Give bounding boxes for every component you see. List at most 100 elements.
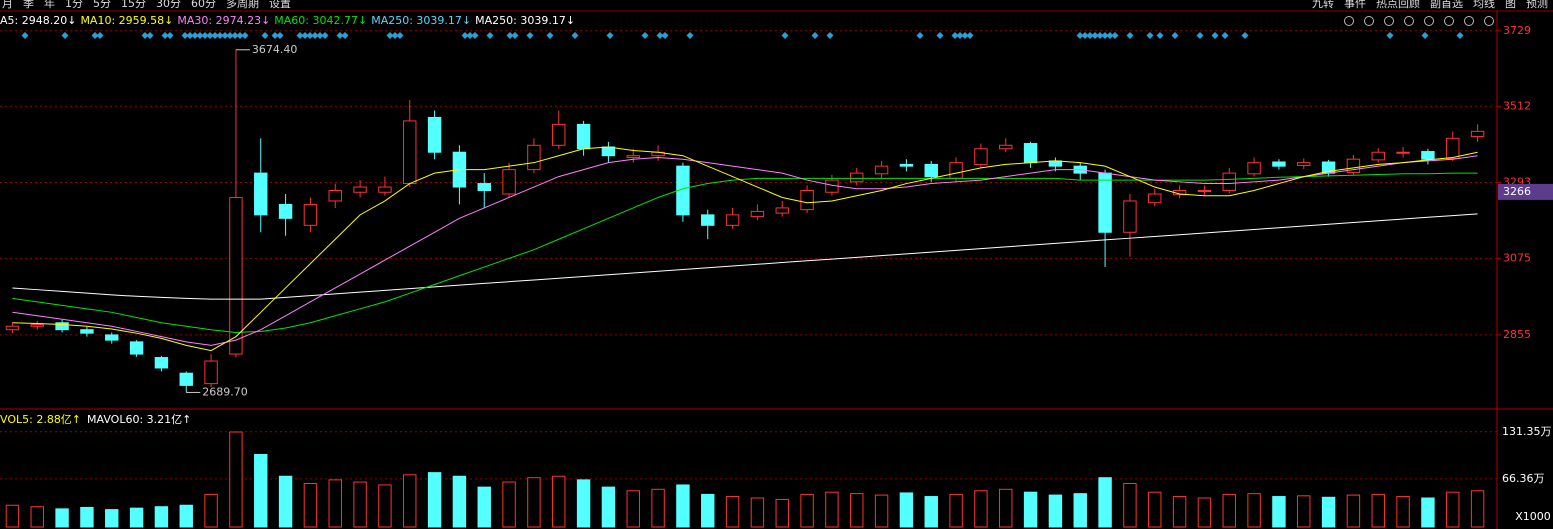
toolbar-button[interactable]: 多周期 — [226, 0, 259, 10]
volume-bar — [328, 479, 342, 528]
toolbar-button[interactable]: 预测 — [1526, 0, 1548, 10]
volume-bar — [1222, 493, 1236, 528]
candle-body — [129, 341, 144, 355]
candle-body — [701, 214, 715, 226]
signal-marker — [1111, 32, 1119, 39]
signal-marker — [391, 32, 399, 39]
volume-bar — [229, 431, 243, 528]
signal-marker — [1091, 32, 1099, 39]
toolbar-button[interactable]: 15分 — [121, 0, 146, 10]
volume-bar — [974, 490, 988, 528]
signal-marker — [546, 32, 554, 39]
candle-body — [1297, 162, 1311, 166]
y-tick-label: 3729 — [1503, 24, 1531, 37]
signal-marker — [311, 32, 319, 39]
volume-bar — [999, 488, 1013, 528]
y-tick-label: 2855 — [1503, 328, 1531, 341]
volume-bar — [651, 488, 665, 528]
signal-marker — [1156, 32, 1164, 39]
toolbar-button[interactable]: 九转 — [1312, 0, 1334, 10]
volume-bar — [204, 493, 218, 528]
volume-bar — [278, 475, 293, 528]
volume-bar — [1073, 493, 1087, 528]
signal-marker — [951, 32, 959, 39]
volume-bar — [80, 506, 94, 528]
volume-bar — [899, 492, 914, 528]
toolbar-button[interactable]: 图 — [1505, 0, 1516, 10]
signal-marker — [61, 32, 69, 39]
candle-body — [278, 203, 293, 219]
volume-bar — [303, 483, 318, 528]
tool-icon[interactable] — [1384, 16, 1394, 26]
volume-bar — [1321, 496, 1336, 528]
candle-body — [1272, 161, 1286, 167]
toolbar-button[interactable]: 1分 — [65, 0, 83, 10]
signal-marker — [321, 32, 329, 39]
volume-bar — [1023, 491, 1038, 528]
signal-marker — [506, 32, 514, 39]
candle-body — [229, 196, 243, 355]
volume-unit: X1000 — [1515, 510, 1551, 523]
toolbar-button[interactable]: 月 — [2, 0, 13, 10]
toolbar-button[interactable]: 60分 — [191, 0, 216, 10]
toolbar-button[interactable]: 30分 — [156, 0, 181, 10]
toolbar-button[interactable]: 副首选 — [1430, 0, 1463, 10]
candle-body — [850, 172, 864, 183]
volume-bar — [1272, 496, 1286, 528]
candle-body — [775, 207, 789, 214]
signal-marker — [1196, 32, 1204, 39]
signal-marker — [191, 32, 199, 39]
candle-body — [899, 163, 914, 167]
signal-marker — [211, 32, 219, 39]
candle-body — [427, 116, 442, 153]
signal-marker — [461, 32, 469, 39]
tool-icon[interactable] — [1404, 16, 1414, 26]
signal-marker — [471, 32, 479, 39]
candle-body — [502, 169, 516, 195]
signal-marker — [1101, 32, 1109, 39]
candle-body — [1197, 190, 1212, 193]
signal-marker — [656, 32, 664, 39]
signal-marker — [21, 32, 29, 39]
candle-body — [403, 120, 417, 185]
ma-legend: MA10: 2959.58↓ — [80, 14, 173, 27]
tool-icon[interactable] — [1484, 16, 1494, 26]
candle-body — [552, 123, 566, 146]
signal-marker — [526, 32, 534, 39]
toolbar-button[interactable]: 季 — [23, 0, 34, 10]
candle-body — [105, 334, 119, 341]
toolbar-button[interactable]: 热点回顾 — [1376, 0, 1420, 10]
signal-marker — [231, 32, 239, 39]
candle-body — [477, 183, 491, 192]
y-tick-label: 3075 — [1503, 251, 1531, 264]
y-tick-label: 3512 — [1503, 99, 1531, 112]
signal-marker — [196, 32, 204, 39]
candle-body — [30, 323, 44, 327]
volume-bar — [626, 490, 640, 528]
tool-icon[interactable] — [1364, 16, 1374, 26]
volume-bar — [1098, 477, 1112, 528]
ma-legend: A5: 2948.20↓ — [0, 14, 76, 27]
toolbar-button[interactable]: 事件 — [1344, 0, 1366, 10]
candle-body — [527, 144, 541, 171]
volume-bar — [825, 491, 839, 528]
tool-icon[interactable] — [1464, 16, 1474, 26]
toolbar-button[interactable]: 5分 — [93, 0, 111, 10]
tool-icon[interactable] — [1424, 16, 1434, 26]
volume-bar — [378, 484, 392, 528]
signal-marker — [221, 32, 229, 39]
toolbar-button[interactable]: 设置 — [269, 0, 291, 10]
tool-icon[interactable] — [1444, 16, 1454, 26]
toolbar-button[interactable]: 年 — [44, 0, 55, 10]
y-tick-label: 131.35万 — [1502, 425, 1552, 438]
toolbar-button[interactable]: 均线 — [1473, 0, 1495, 10]
signal-marker — [781, 32, 789, 39]
signal-marker — [206, 32, 214, 39]
tool-icon[interactable] — [1344, 16, 1354, 26]
signal-marker — [166, 32, 174, 39]
candle-body — [154, 357, 169, 369]
signal-marker — [276, 32, 284, 39]
signal-marker — [141, 32, 149, 39]
volume-bar — [601, 486, 616, 528]
